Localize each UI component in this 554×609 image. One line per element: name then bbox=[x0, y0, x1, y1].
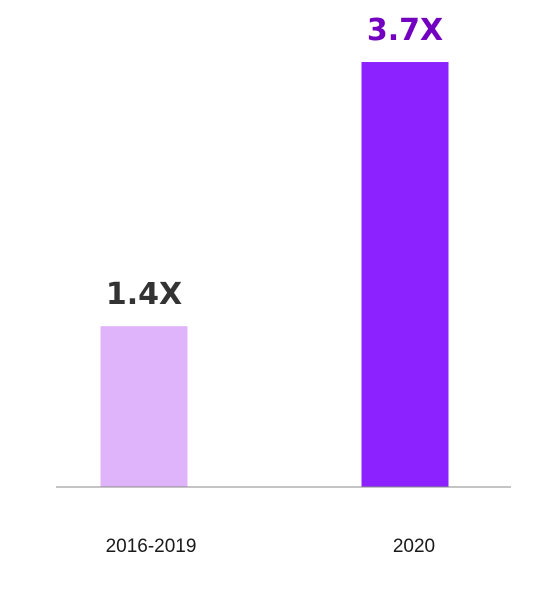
data-label-2020: 3.7X bbox=[367, 13, 443, 48]
data-label-2016-2019: 1.4X bbox=[106, 277, 182, 312]
category-label-2020: 2020 bbox=[393, 536, 435, 557]
labels-layer: 1.4X 2016-2019 3.7X 2020 bbox=[106, 13, 444, 557]
bars-layer bbox=[100, 62, 449, 487]
category-label-2016-2019: 2016-2019 bbox=[106, 536, 197, 557]
bar-2020 bbox=[361, 62, 449, 487]
bar-2016-2019 bbox=[100, 326, 188, 487]
